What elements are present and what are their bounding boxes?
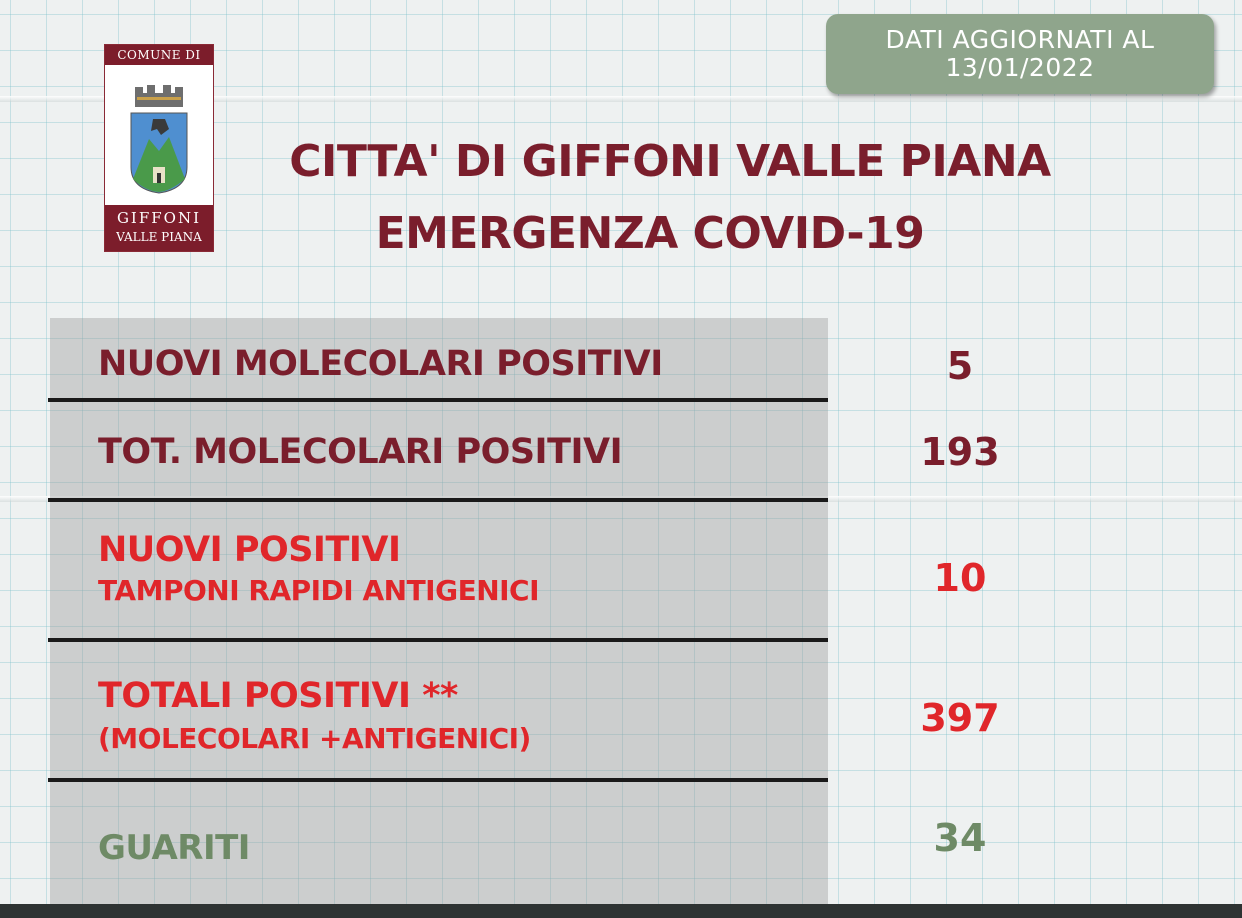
stats-panel	[50, 318, 828, 918]
row-value-recovered: 34	[933, 816, 987, 860]
logo-bottom-text: GIFFONI VALLE PIANA	[105, 205, 213, 251]
update-date-label: DATI AGGIORNATI AL	[885, 25, 1155, 54]
row-value-total-molecular: 193	[920, 430, 1000, 474]
row-label-new-antigen: NUOVI POSITIVI	[98, 530, 401, 570]
update-date-badge: DATI AGGIORNATI AL 13/01/2022	[826, 14, 1214, 94]
row-label-total-positive: TOTALI POSITIVI **	[98, 676, 458, 716]
crest-icon	[130, 85, 188, 194]
paper-fold	[0, 96, 1242, 102]
row-divider	[48, 638, 828, 642]
row-value-total-positive: 397	[920, 696, 1000, 740]
row-sublabel-new-antigen: TAMPONI RAPIDI ANTIGENICI	[98, 574, 540, 607]
logo-top-text: COMUNE DI	[105, 45, 213, 65]
row-divider	[48, 498, 828, 502]
row-sublabel-total-positive: (MOLECOLARI +ANTIGENICI)	[98, 722, 531, 755]
page-title: CITTA' DI GIFFONI VALLE PIANA	[289, 136, 1051, 187]
row-label-new-molecular: NUOVI MOLECOLARI POSITIVI	[98, 344, 663, 384]
row-value-new-molecular: 5	[946, 344, 974, 388]
row-label-total-molecular: TOT. MOLECOLARI POSITIVI	[98, 432, 623, 472]
row-divider	[48, 398, 828, 402]
logo-town-subname: VALLE PIANA	[116, 230, 202, 244]
row-value-new-antigen: 10	[933, 556, 987, 600]
update-date-value: 13/01/2022	[945, 53, 1095, 82]
municipal-coat-of-arms: COMUNE DI GIFFONI VALLE PIANA	[104, 44, 214, 252]
bottom-bar	[0, 904, 1242, 918]
logo-town-name: GIFFONI	[116, 209, 202, 227]
row-divider	[48, 778, 828, 782]
page-subtitle: EMERGENZA COVID-19	[375, 208, 925, 259]
row-label-recovered: GUARITI	[98, 828, 250, 868]
